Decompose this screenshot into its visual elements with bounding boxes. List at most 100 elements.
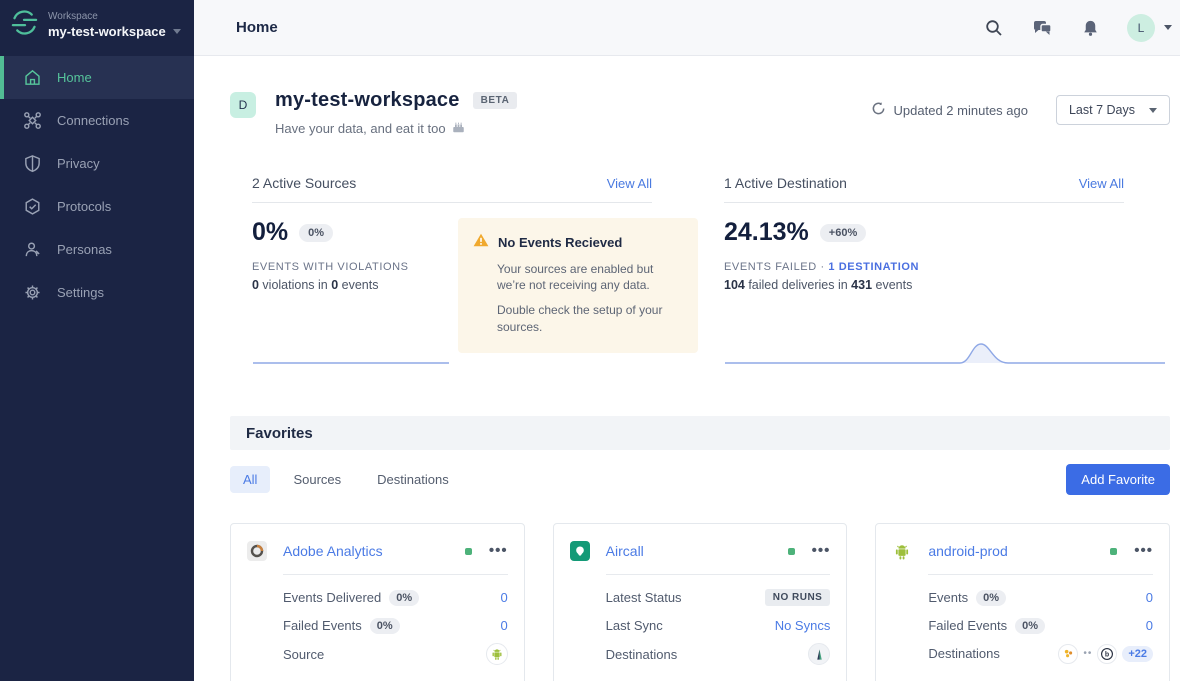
detail-text: events [872, 278, 913, 292]
row-label: Events [928, 590, 969, 605]
card-title-link[interactable]: Aircall [605, 543, 644, 559]
date-range-value: Last 7 Days [1068, 103, 1135, 117]
card-row: Failed Events 0% 0 [283, 615, 508, 636]
avatar-overflow-dots: •• [1083, 648, 1093, 659]
aircall-logo-icon [569, 541, 590, 561]
user-menu[interactable]: L [1127, 13, 1172, 42]
workspace-switcher[interactable]: Workspace my-test-workspace [0, 0, 194, 52]
personas-icon [22, 240, 42, 260]
row-value-link[interactable]: 0 [1145, 590, 1154, 605]
divider [283, 574, 508, 575]
workspace-header: D my-test-workspace BETA Have your data,… [230, 56, 1170, 137]
overflow-menu-icon[interactable]: ••• [811, 542, 831, 559]
card-row: Destinations •• b +22 [928, 643, 1154, 664]
warning-title: No Events Recieved [498, 235, 623, 250]
failed-count: 104 [724, 278, 745, 292]
workspace-info: Workspace my-test-workspace [48, 11, 181, 39]
row-label: Failed Events [283, 618, 362, 633]
row-label: Destinations [605, 646, 678, 662]
chevron-down-icon [1164, 25, 1172, 30]
subtitle-text: Have your data, and eat it too [275, 121, 446, 136]
bell-icon[interactable] [1079, 17, 1101, 39]
divider [252, 202, 652, 203]
favorites-section: Favorites All Sources Destinations Add F… [230, 416, 1171, 681]
android-logo-icon [892, 541, 912, 561]
warning-line-2: Double check the setup of your sources. [497, 303, 663, 334]
status-dot-icon [787, 547, 795, 555]
favorite-card-aircall: Aircall ••• Latest Status NO RUNS [552, 523, 848, 681]
date-range-dropdown[interactable]: Last 7 Days [1055, 95, 1170, 125]
violations-delta-badge: 0% [299, 223, 334, 242]
destinations-view-all-link[interactable]: View All [1078, 175, 1124, 191]
card-row: Events Delivered 0% 0 [283, 587, 508, 608]
cake-emoji-icon [451, 120, 466, 137]
destination-count-link[interactable]: 1 DESTINATION [828, 261, 920, 273]
sidebar-item-settings[interactable]: Settings [0, 271, 194, 314]
events-count: 0 [331, 278, 339, 292]
tab-all[interactable]: All [230, 466, 271, 493]
failed-detail: 104 failed deliveries in 431 events [724, 278, 1170, 292]
sidebar-item-protocols[interactable]: Protocols [0, 185, 194, 228]
row-value-link[interactable]: 0 [500, 618, 508, 633]
sidebar-item-privacy[interactable]: Privacy [0, 142, 194, 185]
sources-view-all-link[interactable]: View All [606, 175, 652, 191]
total-events-count: 431 [851, 278, 873, 292]
tab-sources[interactable]: Sources [293, 472, 342, 487]
search-icon[interactable] [983, 17, 1005, 39]
row-value-link[interactable]: 0 [500, 590, 508, 605]
sidebar-item-label: Connections [57, 113, 130, 128]
failed-delta-badge: +60% [819, 223, 867, 242]
warning-triangle-icon [473, 233, 489, 252]
row-label: Failed Events [928, 618, 1008, 633]
destinations-sparkline [725, 343, 1165, 364]
favorite-card-adobe-analytics: Adobe Analytics ••• Events Delivered 0% [230, 523, 525, 681]
failed-label: EVENTS FAILED · 1 DESTINATION [724, 261, 1170, 273]
violations-label: EVENTS WITH VIOLATIONS [252, 261, 409, 273]
sidebar-item-personas[interactable]: Personas [0, 228, 194, 271]
android-source-icon[interactable] [485, 643, 508, 665]
workspace-title: my-test-workspace [275, 89, 460, 111]
main-area: Home L D [194, 0, 1180, 681]
avatar: L [1127, 13, 1155, 42]
row-value-link[interactable]: No Syncs [774, 618, 831, 633]
status-badge: NO RUNS [764, 589, 831, 606]
beta-badge: BETA [472, 92, 518, 109]
more-destinations-badge[interactable]: +22 [1122, 645, 1154, 662]
workspace-avatar: D [230, 92, 256, 118]
destination-avatar-1-icon[interactable] [1058, 643, 1079, 664]
workspace-label: Workspace [48, 11, 98, 22]
warning-line-1: Your sources are enabled but we’re not r… [497, 262, 654, 293]
destination-avatar-2-icon[interactable]: b [1097, 643, 1118, 664]
tab-destinations[interactable]: Destinations [377, 472, 449, 487]
row-label: Source [283, 646, 325, 662]
add-favorite-button[interactable]: Add Favorite [1066, 464, 1170, 495]
overflow-menu-icon[interactable]: ••• [488, 542, 508, 559]
failed-label-text: EVENTS FAILED [724, 261, 817, 273]
overflow-menu-icon[interactable]: ••• [1134, 542, 1154, 559]
row-label: Events Delivered [283, 590, 382, 605]
sidebar-nav: Home Connections Privacy Protocols [0, 56, 194, 314]
privacy-icon [22, 154, 42, 174]
updated-text: Updated 2 minutes ago [893, 102, 1028, 118]
stats-section: 2 Active Sources View All 0% 0% EVENTS W… [230, 175, 1170, 368]
card-row: Last Sync No Syncs [606, 615, 831, 636]
violations-count: 0 [252, 278, 259, 292]
card-row: Destinations [606, 643, 831, 665]
card-row: Latest Status NO RUNS [606, 587, 831, 608]
content: D my-test-workspace BETA Have your data,… [194, 56, 1180, 681]
sidebar-item-label: Privacy [57, 156, 100, 171]
row-badge: 0% [1015, 617, 1046, 634]
airship-destination-icon[interactable] [808, 643, 831, 665]
topbar: Home L [194, 0, 1180, 56]
chat-icon[interactable] [1031, 17, 1053, 39]
card-title-link[interactable]: Adobe Analytics [283, 543, 383, 559]
sidebar-item-connections[interactable]: Connections [0, 99, 194, 142]
destinations-title: 1 Active Destination [724, 175, 847, 191]
row-value-link[interactable]: 0 [1145, 618, 1154, 633]
card-title-link[interactable]: android-prod [928, 543, 1008, 559]
adobe-analytics-logo-icon [247, 541, 267, 561]
refresh-icon[interactable] [871, 101, 886, 119]
favorites-title: Favorites [246, 424, 313, 442]
sidebar-item-home[interactable]: Home [0, 56, 194, 99]
